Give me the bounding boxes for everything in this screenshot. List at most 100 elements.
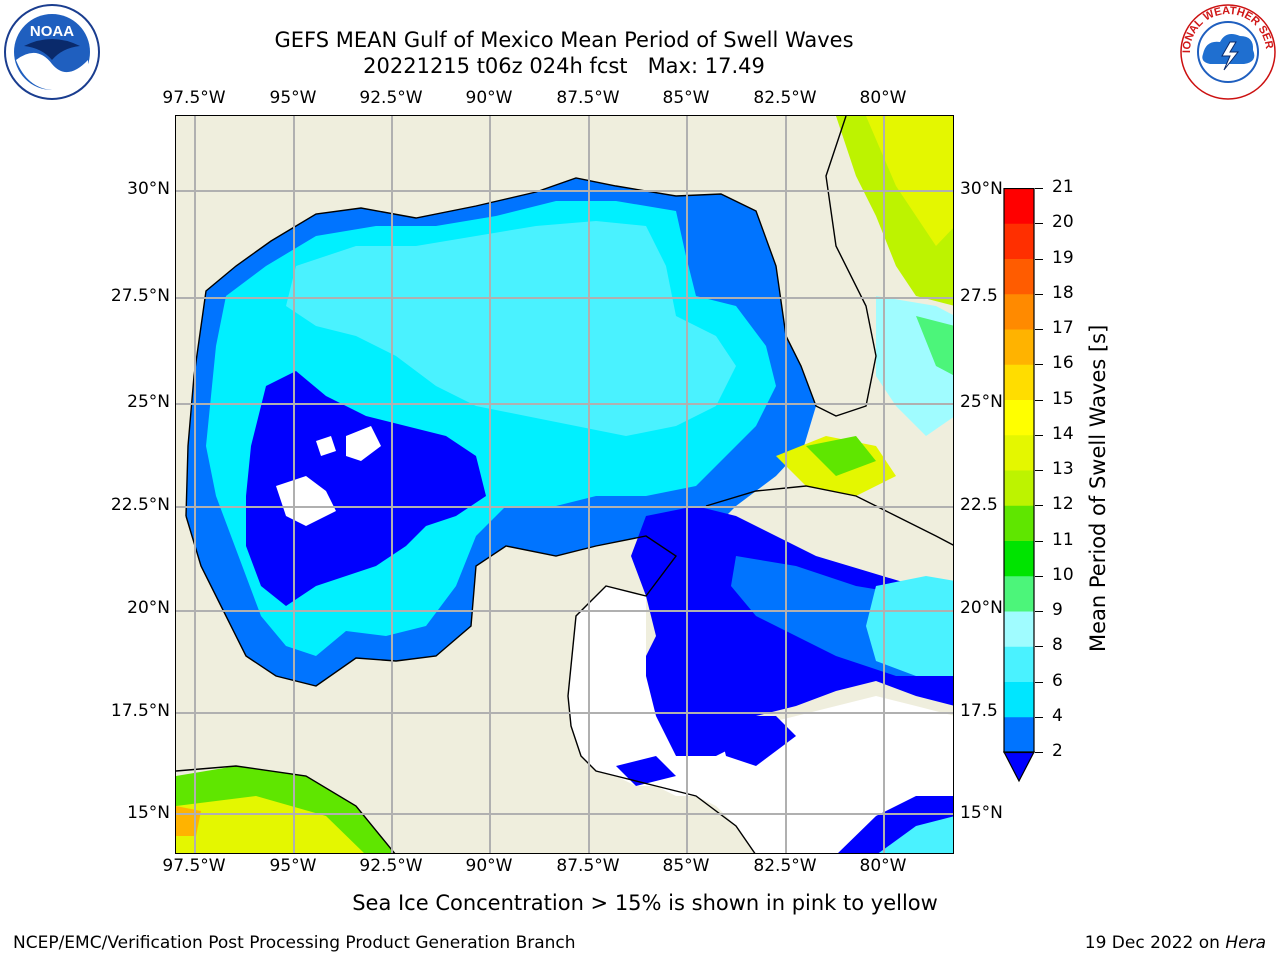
colorbar-segment [1004,540,1034,577]
coastline [176,765,396,853]
sea-ice-note: Sea Ice Concentration > 15% is shown in … [352,891,938,915]
colorbar-tick-mark [1035,681,1043,683]
colorbar-segment [1004,293,1034,330]
nws-logo: NATIONAL WEATHER SERVICE [1174,0,1278,102]
colorbar-tick-mark [1035,646,1043,648]
latitude-label: 25°N [127,392,170,412]
no-data-patch [316,436,336,456]
colorbar-segment [1004,470,1034,506]
colorbar-segment [1004,505,1034,541]
colorbar-tick: 10 [1052,564,1074,585]
longitude-label: 85°W [662,88,710,108]
colorbar-outline [1003,187,1035,754]
caribbean-blue-water [631,506,953,766]
colorbar [1003,187,1035,783]
colorbar-tick-mark [1035,434,1043,436]
colorbar-tick: 20 [1052,212,1074,233]
colorbar-segment [1004,399,1034,436]
atlantic-yellow-water [866,116,953,246]
latitude-label: 15°N [127,803,170,823]
colorbar-tick-mark [1035,716,1043,718]
colorbar-segment [1004,258,1034,295]
longitude-label: 95°W [269,88,317,108]
colorbar-segment [1004,434,1034,471]
colorbar-segment [1004,611,1034,647]
latitude-label: 15°N [960,803,1003,823]
latitude-label: 30°N [127,179,170,199]
noaa-logo: NOAA [2,2,102,102]
colorbar-tick: 17 [1052,318,1074,338]
longitude-label: 87.5°W [556,856,620,876]
colorbar-tick: 14 [1052,423,1074,444]
coastline [705,485,953,546]
longitude-label: 92.5°W [359,856,423,876]
chart-title: GEFS MEAN Gulf of Mexico Mean Period of … [274,28,854,52]
latitude-label: 25°N [960,392,1003,412]
colorbar-tick-mark [1035,364,1043,366]
colorbar-segment [1004,681,1034,718]
colorbar-tick: 13 [1052,459,1074,479]
graticule [176,116,953,853]
footer-date-text: 19 Dec 2022 on [1084,933,1226,953]
latitude-label: 30°N [960,179,1003,199]
longitude-label: 92.5°W [359,88,423,108]
colorbar-tick-mark [1035,188,1043,189]
se-corner-cyan [878,816,953,853]
colorbar-tick: 2 [1052,741,1063,761]
longitude-label: 97.5°W [162,856,226,876]
colorbar-tick: 19 [1052,247,1074,268]
colorbar-tick: 9 [1052,600,1063,620]
colorbar-tick-mark [1035,611,1043,612]
coastline [185,515,756,853]
colorbar-extend-triangle [1003,751,1035,783]
latitude-label: 27.5 [960,286,998,306]
map-panel [175,115,954,854]
colorbar-tick-mark [1035,575,1043,577]
gulf-interior-water [286,221,736,436]
colorbar-tick-mark [1035,505,1043,507]
longitude-label: 90°W [465,856,513,876]
no-data-patch [276,476,336,526]
longitude-label: 97.5°W [162,88,226,108]
colorbar-tick: 21 [1052,177,1074,197]
latitude-label: 22.5°N [110,495,170,515]
longitude-label: 85°W [662,856,710,876]
longitude-label: 82.5°W [753,88,817,108]
chart-subtitle: 20221215 t06z 024h fcst Max: 17.49 [363,54,765,78]
colorbar-tick: 8 [1052,635,1063,656]
colorbar-tick-mark [1035,329,1043,330]
colorbar-tick: 16 [1052,353,1074,374]
footer-date: 19 Dec 2022 on Hera [1085,933,1266,953]
longitude-label: 90°W [465,88,513,108]
colorbar-segment [1004,364,1034,400]
latitude-label: 20°N [960,598,1003,618]
longitude-label: 87.5°W [556,88,620,108]
colorbar-segment [1004,716,1034,753]
colorbar-tick-mark [1035,470,1043,471]
pacific-yellow-water [176,796,364,853]
longitude-label: 80°W [859,856,907,876]
latitude-label: 17.5 [960,701,998,721]
colorbar-tick-mark [1035,752,1043,753]
colorbar-svg [1003,187,1035,783]
colorbar-tick: 12 [1052,494,1074,515]
footer-host: Hera [1225,933,1266,953]
campeche-deep-blue [246,371,486,606]
colorbar-tick: 4 [1052,705,1063,726]
latitude-label: 17.5°N [110,701,170,721]
colorbar-tick-mark [1035,540,1043,542]
colorbar-tick: 11 [1052,529,1074,550]
latitude-label: 27.5°N [110,286,170,306]
longitude-label: 82.5°W [753,856,817,876]
longitude-label: 80°W [859,88,907,108]
caribbean-blue-patch [616,756,676,786]
latitude-label: 22.5 [960,495,998,515]
colorbar-tick: 15 [1052,388,1074,409]
longitude-label: 95°W [269,856,317,876]
colorbar-tick-mark [1035,293,1043,295]
colorbar-segment [1004,329,1034,365]
colorbar-segment [1004,575,1034,612]
colorbar-tick-mark [1035,258,1043,260]
footer-credit: NCEP/EMC/Verification Post Processing Pr… [13,933,576,953]
straits-green-water [806,436,876,476]
